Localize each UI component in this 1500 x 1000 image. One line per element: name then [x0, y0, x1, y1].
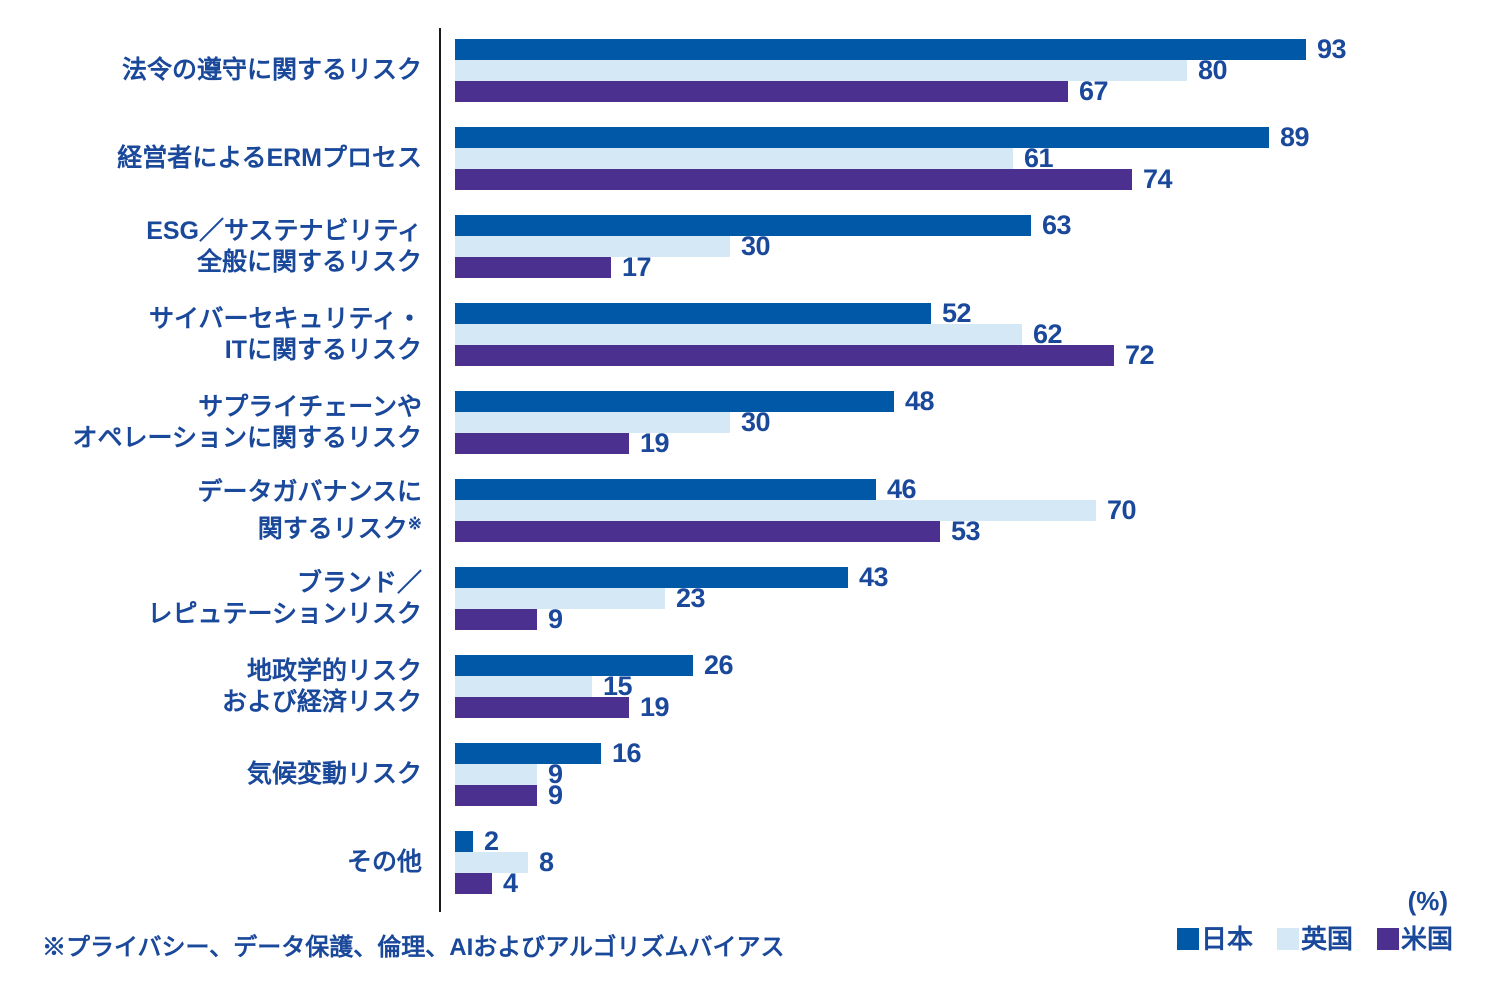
- bar-value-label: 89: [1280, 122, 1310, 152]
- bar-value-label: 19: [640, 428, 670, 458]
- us-swatch-icon: [1376, 928, 1399, 950]
- bar-米国: [455, 609, 537, 630]
- category-label: 気候変動リスク: [246, 760, 422, 788]
- legend-label-japan: 日本: [1200, 924, 1253, 954]
- category-label: サイバーセキュリティ・ ITに関するリスク: [148, 304, 422, 364]
- bar-日本: [455, 215, 1031, 236]
- bar-value-label: 30: [741, 231, 771, 261]
- category-label: その他: [346, 848, 422, 876]
- bar-value-label: 43: [859, 562, 889, 592]
- bar-value-label: 80: [1198, 55, 1228, 85]
- bar-value-label: 9: [548, 759, 563, 789]
- bar-日本: [455, 831, 473, 852]
- bar-米国: [455, 257, 611, 278]
- bar-米国: [455, 345, 1114, 366]
- bar-value-label: 52: [942, 298, 972, 328]
- bar-value-label: 93: [1317, 34, 1347, 64]
- bar-英国: [455, 500, 1096, 521]
- bar-日本: [455, 479, 876, 500]
- bar-英国: [455, 148, 1013, 169]
- category-row: 気候変動リスク 16 9 9: [0, 738, 1500, 810]
- bar-value-label: 4: [503, 868, 518, 898]
- legend-label-us: 米国: [1400, 924, 1453, 954]
- bar-米国: [455, 81, 1068, 102]
- bar-英国: [455, 852, 528, 873]
- category-row: その他 2 8 4: [0, 826, 1500, 898]
- bar-米国: [455, 785, 537, 806]
- bar-value-label: 61: [1024, 143, 1054, 173]
- category-label: ESG／サステナビリティ 全般に関するリスク: [146, 216, 422, 276]
- bar-米国: [455, 697, 629, 718]
- category-label: 経営者によるERMプロセス: [117, 144, 422, 172]
- bar-米国: [455, 433, 629, 454]
- bar-日本: [455, 655, 693, 676]
- category-label: ブランド／ レピュテーションリスク: [147, 568, 422, 628]
- bar-value-label: 30: [741, 407, 771, 437]
- bar-value-label: 9: [548, 604, 563, 634]
- bar-日本: [455, 127, 1269, 148]
- category-label: データガバナンスに 関するリスク※: [197, 477, 422, 543]
- category-row: 地政学的リスク および経済リスク 26 15 19: [0, 650, 1500, 722]
- category-row: データガバナンスに 関するリスク※ 46 70 53: [0, 474, 1500, 546]
- bar-value-label: 62: [1033, 319, 1063, 349]
- bar-米国: [455, 169, 1132, 190]
- category-row: サプライチェーンや オペレーションに関するリスク 48 30 19: [0, 386, 1500, 458]
- bar-英国: [455, 60, 1187, 81]
- bar-日本: [455, 39, 1306, 60]
- bar-英国: [455, 236, 730, 257]
- category-label: サプライチェーンや オペレーションに関するリスク: [72, 392, 422, 452]
- y-axis-line: [439, 28, 441, 912]
- footnote-marker: ※: [407, 513, 422, 533]
- category-row: ESG／サステナビリティ 全般に関するリスク 63 30 17: [0, 210, 1500, 282]
- bar-value-label: 8: [539, 847, 554, 877]
- japan-swatch-icon: [1176, 928, 1199, 950]
- bar-value-label: 53: [951, 516, 981, 546]
- bar-value-label: 19: [640, 692, 670, 722]
- footnote: ※プライバシー、データ保護、倫理、AIおよびアルゴリズムバイアス: [42, 934, 785, 961]
- bar-英国: [455, 764, 537, 785]
- bar-value-label: 9: [548, 780, 563, 810]
- bar-米国: [455, 521, 940, 542]
- category-label: 法令の遵守に関するリスク: [121, 56, 422, 84]
- bar-value-label: 74: [1143, 164, 1173, 194]
- bar-value-label: 2: [484, 826, 499, 856]
- bar-日本: [455, 391, 894, 412]
- legend: 日本 英国 米国: [1176, 924, 1453, 954]
- legend-item-us: 米国: [1376, 924, 1453, 954]
- bar-日本: [455, 567, 848, 588]
- uk-swatch-icon: [1276, 928, 1299, 950]
- category-row: 経営者によるERMプロセス 89 61 74: [0, 122, 1500, 194]
- bar-value-label: 17: [622, 252, 652, 282]
- bar-value-label: 63: [1042, 210, 1072, 240]
- bar-英国: [455, 676, 592, 697]
- bar-value-label: 46: [887, 474, 917, 504]
- bar-英国: [455, 412, 730, 433]
- legend-item-uk: 英国: [1276, 924, 1353, 954]
- bar-value-label: 70: [1107, 495, 1137, 525]
- bar-value-label: 26: [704, 650, 734, 680]
- category-row: サイバーセキュリティ・ ITに関するリスク 52 62 72: [0, 298, 1500, 370]
- category-label: 地政学的リスク および経済リスク: [221, 656, 422, 716]
- legend-label-uk: 英国: [1300, 924, 1353, 954]
- bar-英国: [455, 324, 1022, 345]
- bar-value-label: 48: [905, 386, 935, 416]
- category-row: 法令の遵守に関するリスク 93 80 67: [0, 34, 1500, 106]
- bar-英国: [455, 588, 665, 609]
- unit-label: (%): [1407, 886, 1448, 916]
- bar-value-label: 23: [676, 583, 706, 613]
- bar-日本: [455, 743, 601, 764]
- bar-value-label: 15: [603, 671, 633, 701]
- legend-item-japan: 日本: [1176, 924, 1253, 954]
- bar-value-label: 16: [612, 738, 642, 768]
- category-row: ブランド／ レピュテーションリスク 43 23 9: [0, 562, 1500, 634]
- bar-value-label: 72: [1125, 340, 1155, 370]
- bar-米国: [455, 873, 492, 894]
- bar-日本: [455, 303, 931, 324]
- bar-value-label: 67: [1079, 76, 1109, 106]
